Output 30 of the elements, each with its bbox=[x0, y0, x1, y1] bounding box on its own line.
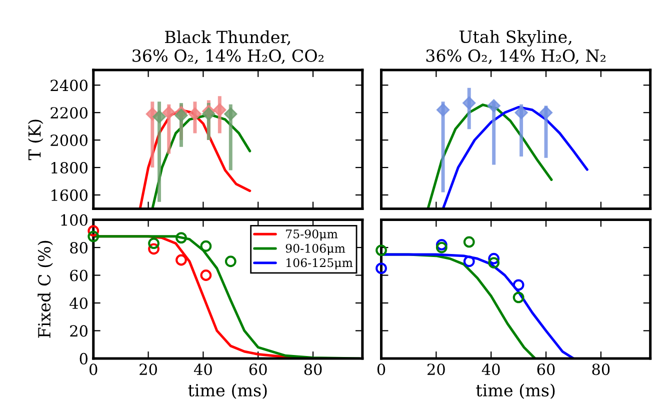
y-tick-label: 100 bbox=[61, 214, 88, 226]
legend-label: 90-106μm bbox=[286, 244, 346, 256]
y-axis-title: T (K) bbox=[28, 120, 44, 160]
y-tick-label: 20 bbox=[70, 325, 88, 337]
x-tick-label: 20 bbox=[140, 364, 157, 376]
y-tick-label: 0 bbox=[80, 352, 88, 364]
x-tick-label: 80 bbox=[304, 364, 322, 376]
y-tick-label: 1600 bbox=[52, 189, 88, 201]
y-tick-label: 60 bbox=[70, 270, 88, 282]
y-tick-label: 80 bbox=[70, 242, 88, 254]
x-tick-label: 40 bbox=[194, 364, 212, 376]
legend-label: 75-90μm bbox=[286, 229, 338, 241]
chart-title: Black Thunder, 36% O₂, 14% H₂O, CO₂ bbox=[132, 30, 324, 64]
x-tick-label: 0 bbox=[90, 364, 98, 376]
legend-label: 106-125μm bbox=[286, 258, 353, 270]
x-axis-title: time (ms) bbox=[476, 384, 555, 399]
x-tick-label: 0 bbox=[377, 364, 386, 376]
x-tick-label: 60 bbox=[249, 364, 267, 376]
x-tick-label: 60 bbox=[537, 364, 555, 376]
x-tick-label: 80 bbox=[592, 364, 610, 376]
y-tick-label: 40 bbox=[70, 297, 88, 309]
y-axis-title: Fixed C (%) bbox=[38, 240, 53, 338]
x-axis-title: time (ms) bbox=[188, 384, 267, 399]
chart-title: Utah Skyline, 36% O₂, 14% H₂O, N₂ bbox=[426, 30, 606, 64]
y-tick-label: 2200 bbox=[50, 107, 88, 119]
x-tick-label: 40 bbox=[482, 364, 500, 376]
y-tick-label: 2000 bbox=[50, 134, 88, 146]
y-tick-label: 2400 bbox=[50, 80, 88, 92]
y-tick-label: 1800 bbox=[52, 162, 88, 174]
x-tick-label: 20 bbox=[427, 364, 445, 376]
